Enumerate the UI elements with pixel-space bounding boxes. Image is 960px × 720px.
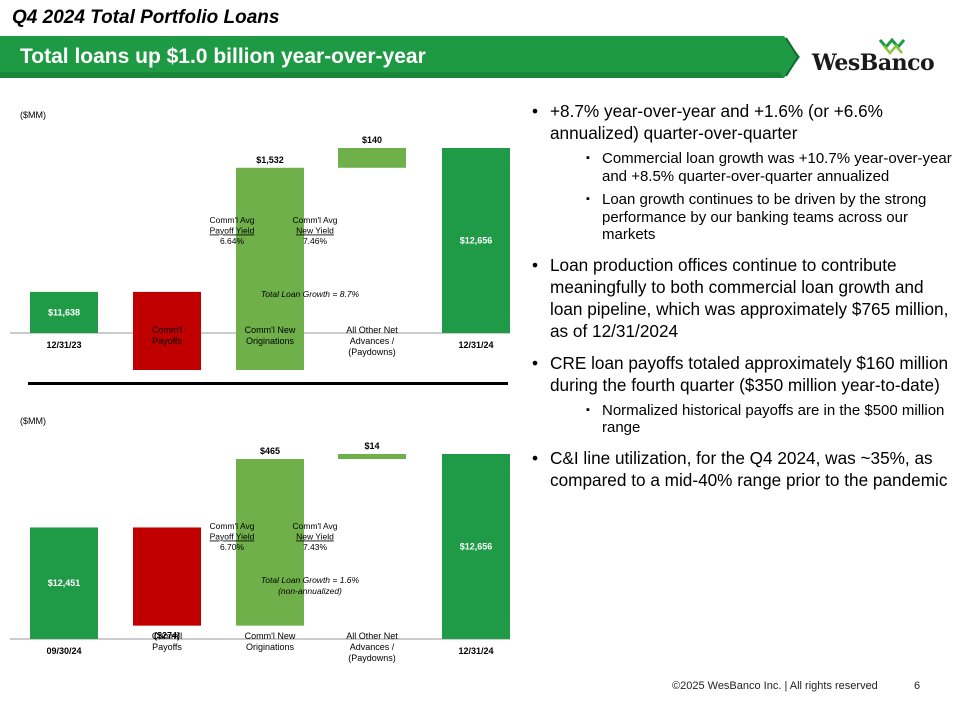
logo-text: WesBanco [812, 50, 935, 76]
data-label: $1,532 [256, 155, 284, 165]
bar-5 [442, 148, 510, 333]
title-banner: Total loans up $1.0 billion year-over-ye… [0, 36, 800, 78]
category-label: 12/31/24 [458, 340, 493, 350]
bar-4 [338, 148, 406, 168]
growth-note: Total Loan Growth = 1.6% (non-annualized) [261, 575, 360, 596]
data-label: $14 [364, 441, 379, 451]
sub-bullet-item: Loan growth continues to be driven by th… [586, 191, 952, 244]
banner-title: Total loans up $1.0 billion year-over-ye… [20, 45, 426, 68]
data-label: $12,656 [460, 542, 493, 552]
bullet-text: C&I line utilization, for the Q4 2024, w… [550, 447, 948, 490]
unit-label: ($MM) [20, 110, 46, 120]
data-label: $12,656 [460, 236, 493, 246]
bar-2 [133, 291, 201, 370]
data-label: $12,451 [48, 578, 81, 588]
bar-4 [338, 454, 406, 460]
yield-note: Comm'l Avg Payoff Yield 6.64% [210, 215, 255, 246]
waterfall-chart-quarter-over-quarter: ($MM) $12,451 ($274) $465 $14 $12,656 09/30/24… [0, 406, 512, 676]
category-label: 09/30/24 [46, 646, 81, 656]
commentary-bullets: +8.7% year-over-year and +1.6% (or +6.6%… [532, 100, 952, 501]
data-label: $11,638 [48, 307, 80, 317]
page-number: 6 [914, 680, 921, 692]
wesbanco-logo: WesBanco [812, 38, 935, 78]
bullet-text: Loan production offices continue to cont… [550, 254, 949, 341]
yield-note: Comm'l Avg New Yield 7.43% [293, 521, 338, 552]
slide-title: Q4 2024 Total Portfolio Loans [12, 7, 280, 28]
yield-note: Comm'l Avg New Yield 7.46% [293, 215, 338, 246]
chart-svg: ($MM) $12,451 ($274) $465 $14 $12,656 09/30/24… [10, 416, 510, 663]
growth-note: Total Loan Growth = 8.7% [261, 289, 360, 299]
data-label: $140 [362, 135, 382, 145]
category-label: 12/31/24 [458, 646, 493, 656]
bullet-text: CRE loan payoffs totaled approximately $… [550, 352, 949, 395]
bar-2 [133, 527, 201, 626]
waterfall-chart-year-over-year: ($MM)$11,638($654)$1,532$140$12,65612/31… [0, 100, 512, 370]
category-label: Comm'l Payoffs [152, 325, 183, 346]
category-label: All Other Net Advances / (Paydowns) [346, 325, 398, 357]
chart-svg: ($MM)$11,638($654)$1,532$140$12,65612/31… [10, 110, 510, 370]
bar-3 [236, 167, 304, 370]
category-label: 12/31/23 [46, 340, 81, 350]
sub-bullet-item: Normalized historical payoffs are in the… [586, 402, 952, 437]
bullet-item: +8.7% year-over-year and +1.6% (or +6.6%… [532, 100, 952, 244]
category-label: Comm'l New Originations [245, 631, 296, 652]
bar-1 [30, 291, 98, 333]
bullet-item: C&I line utilization, for the Q4 2024, w… [532, 447, 952, 491]
data-label: $465 [260, 446, 280, 456]
category-label: Comm'l Payoffs [152, 631, 183, 652]
bullet-text: +8.7% year-over-year and +1.6% (or +6.6%… [550, 101, 883, 143]
bullet-item: CRE loan payoffs totaled approximately $… [532, 352, 952, 437]
sub-bullet-item: Commercial loan growth was +10.7% year-o… [586, 150, 952, 185]
bullet-item: Loan production offices continue to cont… [532, 254, 952, 342]
banner-shape [0, 36, 800, 78]
yield-note: Comm'l Avg Payoff Yield 6.70% [210, 521, 255, 552]
chart-divider [28, 382, 508, 385]
footer-copyright: ©2025 WesBanco Inc. | All rights reserve… [672, 680, 878, 692]
unit-label: ($MM) [20, 416, 46, 426]
bar-3 [236, 459, 304, 626]
logo-mark-icon [878, 38, 906, 55]
banner-chevrons [785, 37, 800, 77]
data-label: ($274) [154, 631, 180, 641]
category-label: Comm'l New Originations [245, 325, 296, 346]
category-label: All Other Net Advances / (Paydowns) [346, 631, 398, 663]
bar-5 [442, 454, 510, 639]
bar-1 [30, 527, 98, 639]
